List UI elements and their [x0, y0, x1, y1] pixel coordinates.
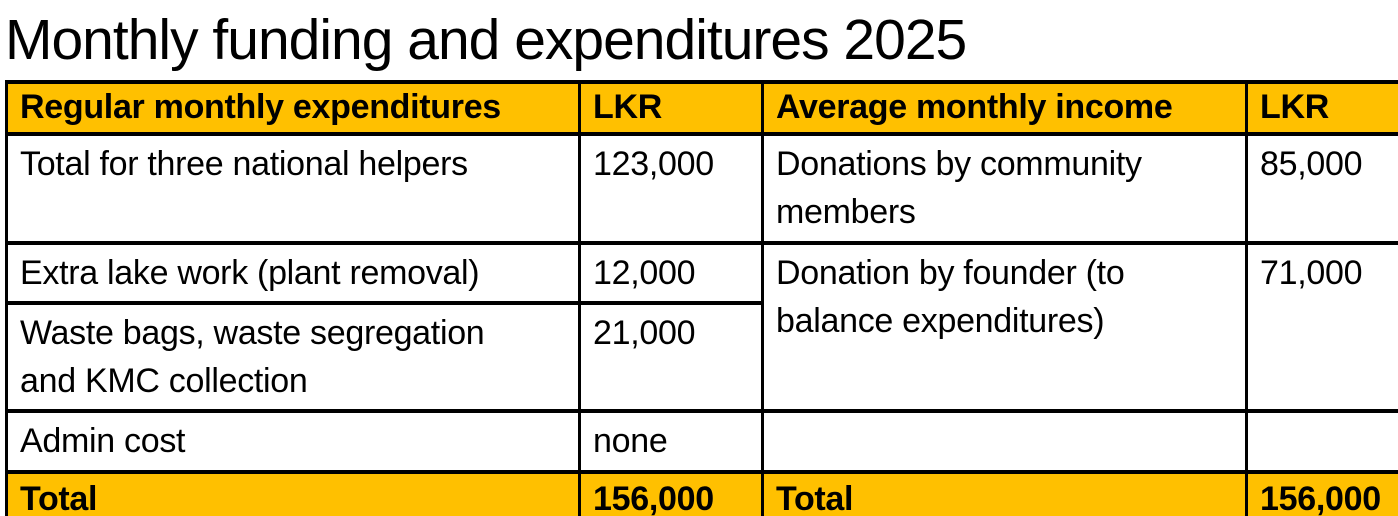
cell-total-expense-label: Total	[5, 469, 581, 516]
col-header-income: Average monthly income	[761, 80, 1248, 136]
funding-table: Regular monthly expenditures LKR Average…	[5, 80, 1398, 516]
cell-expense-helpers: Total for three national helpers	[5, 132, 581, 245]
table-row-admin: Admin cost none	[5, 409, 1398, 474]
page-title: Monthly funding and expenditures 2025	[5, 8, 967, 72]
cell-income-empty-amount	[1245, 409, 1398, 474]
cell-income-empty	[761, 409, 1248, 474]
cell-income-community: Donations by community members	[761, 132, 1248, 245]
table-row-helpers: Total for three national helpers 123,000…	[5, 132, 1398, 245]
col-header-expense-lkr: LKR	[578, 80, 764, 136]
cell-total-income-label: Total	[761, 469, 1248, 516]
cell-total-expense-amount: 156,000	[578, 469, 764, 516]
table-row-waste: Waste bags, waste segregation and KMC co…	[5, 300, 1398, 414]
cell-expense-admin: Admin cost	[5, 409, 581, 474]
cell-income-founder: Donation by founder (to balance expendit…	[761, 240, 1248, 414]
cell-total-income-amount: 156,000	[1245, 469, 1398, 516]
cell-expense-lake-work-amount: 12,000	[578, 240, 764, 305]
col-header-expenditures: Regular monthly expenditures	[5, 80, 581, 136]
cell-expense-waste-amount: 21,000	[578, 300, 764, 414]
table-row-lake-work: Extra lake work (plant removal) 12,000 D…	[5, 240, 1398, 414]
cell-expense-waste: Waste bags, waste segregation and KMC co…	[5, 300, 581, 414]
table-header-row: Regular monthly expenditures LKR Average…	[5, 80, 1398, 136]
table-total-row: Total 156,000 Total 156,000	[5, 469, 1398, 516]
col-header-income-lkr: LKR	[1245, 80, 1398, 136]
cell-expense-admin-amount: none	[578, 409, 764, 474]
cell-expense-helpers-amount: 123,000	[578, 132, 764, 245]
cell-income-community-amount: 85,000	[1245, 132, 1398, 245]
cell-expense-lake-work: Extra lake work (plant removal)	[5, 240, 581, 305]
table-container: Regular monthly expenditures LKR Average…	[5, 80, 1398, 516]
cell-income-founder-amount: 71,000	[1245, 240, 1398, 414]
